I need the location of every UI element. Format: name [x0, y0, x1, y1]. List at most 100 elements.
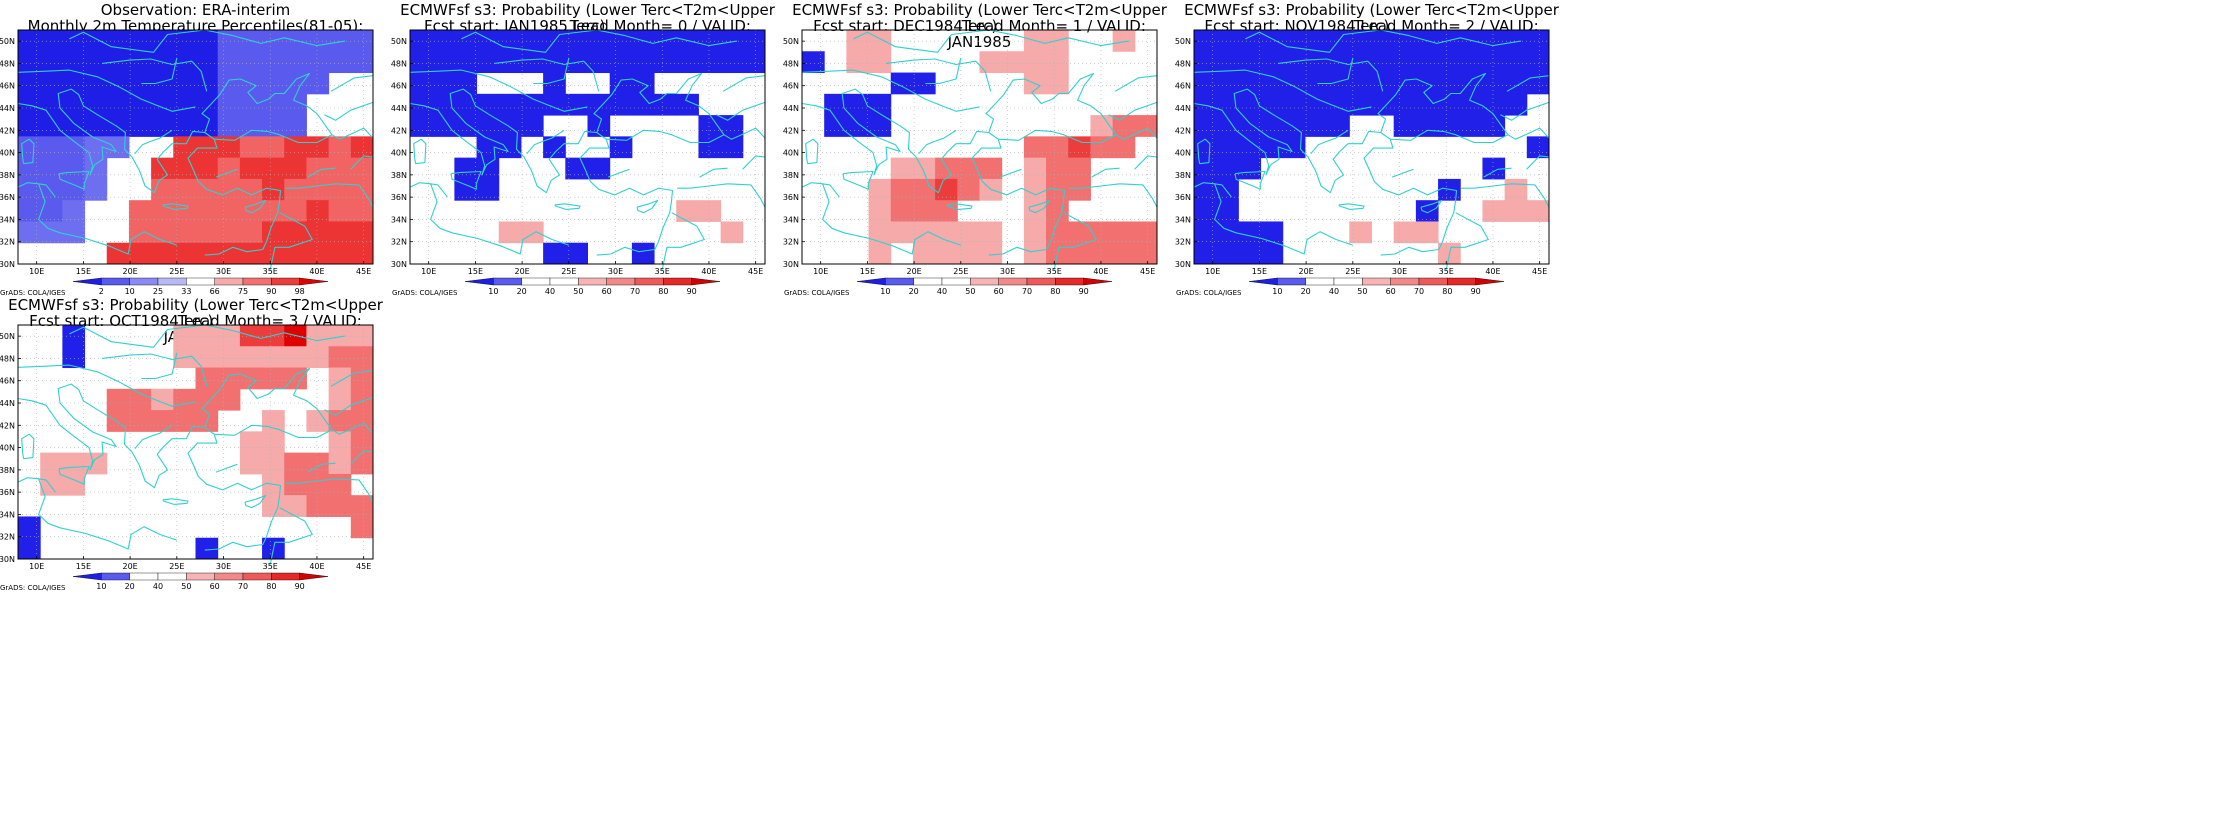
heatmap-cell	[262, 346, 285, 369]
heatmap-cell	[328, 388, 352, 411]
heatmap-cell	[350, 495, 374, 517]
lon-tick-label: 30E	[216, 267, 231, 276]
heatmap-cell	[868, 221, 892, 244]
coastline	[1461, 183, 1550, 208]
heatmap-cell	[1349, 72, 1372, 95]
lon-tick-label: 30E	[608, 267, 623, 276]
heatmap-cell	[284, 157, 307, 180]
lat-tick-label: 34N	[783, 215, 799, 224]
heatmap-cell	[284, 178, 307, 201]
colorbar-tick-label: 90	[295, 582, 305, 591]
heatmap-cell	[565, 93, 588, 116]
heatmap-cell	[106, 388, 130, 411]
lat-tick-label: 38N	[783, 171, 799, 180]
heatmap-cell	[350, 388, 374, 411]
heatmap-cell	[890, 200, 914, 222]
heatmap-cell	[802, 51, 825, 74]
colorbar-tick-label: 60	[602, 287, 612, 296]
coastline	[1193, 69, 1372, 112]
colorbar-tick-label: 20	[517, 287, 527, 296]
heatmap-cell	[128, 93, 152, 116]
heatmap-cell	[410, 115, 433, 137]
colorbar-tick-label: 33	[181, 287, 191, 296]
lon-tick-label: 20E	[122, 562, 137, 571]
lat-tick-label: 46N	[0, 377, 15, 386]
heatmap-cell	[1327, 72, 1350, 95]
heatmap-cell	[173, 221, 196, 244]
colorbar-tick-label: 60	[210, 582, 220, 591]
heatmap-cell	[84, 452, 108, 475]
lon-tick-label: 40E	[701, 267, 716, 276]
heatmap-cell	[195, 388, 219, 411]
heatmap-cell	[520, 115, 544, 137]
heatmap-cell	[631, 93, 655, 116]
colorbar-segment	[1333, 277, 1363, 286]
heatmap-cell	[328, 473, 352, 496]
coastline	[215, 463, 238, 473]
coastline	[244, 199, 267, 214]
heatmap-cell	[328, 452, 352, 475]
coastline	[1317, 57, 1354, 85]
coastline	[17, 182, 39, 188]
coastline	[324, 101, 374, 121]
heatmap-cell	[720, 30, 744, 52]
heatmap-cell	[217, 51, 241, 74]
heatmap-cell	[1194, 115, 1217, 137]
heatmap-cell	[1260, 221, 1284, 244]
lon-tick-label: 10E	[421, 267, 436, 276]
lat-tick-label: 42N	[0, 421, 15, 430]
heatmap-cell	[106, 410, 130, 432]
coastline	[1526, 155, 1550, 170]
heatmap-cell	[868, 93, 892, 116]
colorbar-segment	[101, 572, 130, 581]
coastline	[1108, 101, 1158, 121]
colorbar-tick-label: 70	[630, 287, 640, 296]
heatmap-cell	[106, 93, 130, 116]
lon-tick-label: 30E	[1000, 267, 1015, 276]
heatmap-cell	[935, 200, 958, 222]
heatmap-cell	[350, 242, 374, 265]
lat-tick-label: 48N	[0, 59, 15, 68]
lon-tick-label: 35E	[1047, 267, 1062, 276]
heatmap-cell	[195, 367, 219, 390]
heatmap-cell	[1371, 72, 1395, 95]
colorbar-segment	[885, 277, 914, 286]
heatmap-cell	[1238, 51, 1262, 74]
heatmap-cell	[350, 516, 374, 539]
heatmap-cell	[262, 93, 285, 116]
heatmap-cell	[40, 51, 63, 74]
lat-tick-label: 48N	[783, 59, 799, 68]
coastline	[925, 57, 962, 85]
heatmap-cell	[173, 72, 196, 95]
lon-tick-label: 20E	[514, 267, 529, 276]
coastline	[886, 58, 992, 92]
heatmap-cell	[1194, 136, 1217, 159]
heatmap-cell	[328, 242, 352, 265]
heatmap-cell	[1112, 30, 1136, 52]
colorbar-segment	[464, 277, 494, 286]
heatmap-cell	[609, 93, 633, 116]
heatmap-cell	[40, 157, 63, 180]
heatmap-cell	[262, 200, 285, 222]
heatmap-cell	[979, 157, 1003, 180]
heatmap-cell	[350, 431, 374, 454]
lon-tick-label: 25E	[169, 267, 184, 276]
heatmap-cell	[868, 242, 892, 265]
heatmap-cell	[498, 221, 522, 244]
heatmap-cell	[151, 178, 174, 201]
lat-tick-label: 44N	[0, 399, 15, 408]
lat-tick-label: 44N	[391, 104, 407, 113]
heatmap-cell	[195, 157, 219, 180]
heatmap-cell	[1238, 115, 1262, 137]
heatmap-cell	[1415, 51, 1439, 74]
coastline	[822, 183, 961, 255]
colorbar-segment	[72, 572, 102, 581]
colorbar-tick-label: 60	[994, 287, 1004, 296]
lat-tick-label: 50N	[0, 332, 15, 341]
heatmap-cell	[40, 115, 63, 137]
heatmap-cell	[306, 473, 330, 496]
heatmap-cell	[520, 221, 544, 244]
heatmap-cell	[520, 30, 544, 52]
heatmap-cell	[1260, 93, 1284, 116]
lon-tick-label: 15E	[76, 267, 91, 276]
